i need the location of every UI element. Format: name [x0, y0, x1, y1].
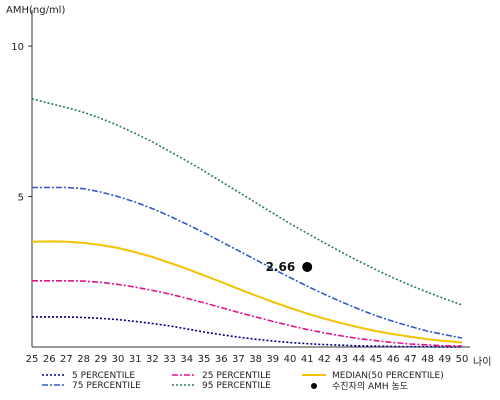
series-line	[31, 240, 463, 344]
x-tick-label: 50	[456, 354, 469, 365]
legend-marker	[311, 383, 317, 389]
patient-amh-marker: 2.66	[266, 260, 313, 274]
legend-label: 75 PERCENTILE	[72, 381, 141, 391]
patient-amh-value: 2.66	[266, 260, 296, 274]
x-tick-label: 45	[370, 354, 383, 365]
x-tick-label: 39	[266, 354, 279, 365]
x-tick-label: 44	[352, 354, 365, 365]
x-tick-label: 42	[318, 354, 331, 365]
x-tick-label: 25	[26, 354, 39, 365]
legend-label: 95 PERCENTILE	[202, 381, 271, 391]
y-axis-title: AMH(ng/ml)	[6, 5, 65, 16]
series-line	[32, 186, 463, 339]
x-tick-label: 47	[404, 354, 417, 365]
x-tick-label: 48	[421, 354, 434, 365]
x-tick-label: 43	[335, 354, 348, 365]
x-tick-label: 40	[284, 354, 297, 365]
x-tick-label: 27	[60, 354, 73, 365]
x-tick-label: 49	[438, 354, 451, 365]
x-tick-label: 26	[43, 354, 56, 365]
x-axis-title: 나이	[473, 356, 491, 368]
x-tick-label: 34	[180, 354, 193, 365]
x-tick-label: 36	[215, 354, 228, 365]
y-tick-label: 5	[18, 193, 24, 204]
x-tick-label: 33	[163, 354, 176, 365]
y-tick-label: 10	[11, 42, 24, 53]
x-tick-label: 32	[146, 354, 159, 365]
series-line	[32, 316, 462, 348]
y-ticks: 5 10	[11, 42, 32, 204]
x-tick-label: 30	[112, 354, 125, 365]
x-tick-label: 38	[249, 354, 262, 365]
legend: 5 PERCENTILE 25 PERCENTILE MEDIAN(50 PERCE…	[42, 371, 444, 392]
series-line	[31, 98, 463, 306]
x-tick-label: 28	[77, 354, 90, 365]
x-tick-label: 29	[94, 354, 107, 365]
patient-amh-point	[302, 261, 313, 272]
series-lines	[31, 98, 463, 348]
x-tick-label: 37	[232, 354, 245, 365]
x-tick-label: 35	[198, 354, 211, 365]
legend-label: 25 PERCENTILE	[202, 371, 271, 381]
series-line	[32, 280, 463, 347]
x-tick-label: 41	[301, 354, 314, 365]
legend-label: 수진자의 AMH 농도	[332, 381, 408, 392]
legend-label: 5 PERCENTILE	[72, 371, 135, 381]
x-tick-label: 31	[129, 354, 142, 365]
legend-label: MEDIAN(50 PERCENTILE)	[332, 371, 444, 381]
x-ticks: 25 26 27 28 29 30 31 32 33 34 35 36 37 38 39 40 41 42 43 44…	[26, 354, 469, 365]
x-tick-label: 46	[387, 354, 400, 365]
